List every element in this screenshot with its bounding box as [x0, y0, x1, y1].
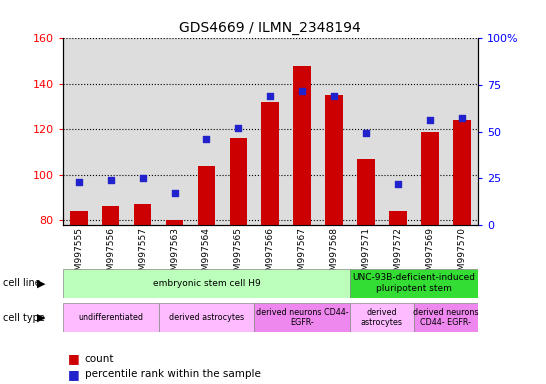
Point — [425, 117, 434, 123]
Bar — [158, 38, 191, 225]
Bar — [318, 38, 350, 225]
Bar — [325, 95, 343, 225]
Point — [138, 175, 147, 181]
Bar — [70, 211, 87, 225]
Point — [266, 93, 275, 99]
Bar — [254, 303, 350, 332]
Text: ▶: ▶ — [37, 278, 46, 288]
Text: UNC-93B-deficient-induced
pluripotent stem: UNC-93B-deficient-induced pluripotent st… — [352, 273, 476, 293]
Point — [106, 177, 115, 183]
Bar — [389, 211, 407, 225]
Bar — [414, 38, 446, 225]
Text: ■: ■ — [68, 368, 80, 381]
Text: cell type: cell type — [3, 313, 45, 323]
Bar — [414, 303, 478, 332]
Point — [170, 190, 179, 196]
Text: percentile rank within the sample: percentile rank within the sample — [85, 369, 260, 379]
Bar — [382, 38, 414, 225]
Bar — [158, 303, 254, 332]
Bar — [198, 166, 215, 225]
Bar — [357, 159, 375, 225]
Bar — [222, 38, 254, 225]
Text: derived astrocytes: derived astrocytes — [169, 313, 244, 322]
Bar — [453, 120, 471, 225]
Bar — [166, 220, 183, 225]
Bar — [63, 303, 158, 332]
Bar — [191, 38, 222, 225]
Bar — [421, 132, 438, 225]
Bar — [134, 204, 151, 225]
Bar — [127, 38, 158, 225]
Bar — [63, 269, 350, 298]
Point — [202, 136, 211, 142]
Bar — [350, 269, 478, 298]
Text: embryonic stem cell H9: embryonic stem cell H9 — [152, 279, 260, 288]
Text: undifferentiated: undifferentiated — [78, 313, 143, 322]
Bar — [102, 207, 120, 225]
Bar — [286, 38, 318, 225]
Text: count: count — [85, 354, 114, 364]
Bar — [63, 38, 94, 225]
Point — [394, 180, 402, 187]
Bar — [229, 138, 247, 225]
Title: GDS4669 / ILMN_2348194: GDS4669 / ILMN_2348194 — [180, 21, 361, 35]
Bar — [350, 303, 414, 332]
Bar — [262, 102, 279, 225]
Bar — [293, 66, 311, 225]
Text: derived
astrocytes: derived astrocytes — [361, 308, 403, 328]
Text: ■: ■ — [68, 353, 80, 366]
Point — [298, 88, 306, 94]
Bar — [446, 38, 478, 225]
Point — [361, 130, 370, 136]
Bar — [350, 38, 382, 225]
Text: derived neurons CD44-
EGFR-: derived neurons CD44- EGFR- — [256, 308, 348, 328]
Point — [74, 179, 83, 185]
Bar — [254, 38, 286, 225]
Point — [234, 125, 243, 131]
Bar — [94, 38, 127, 225]
Text: cell line: cell line — [3, 278, 40, 288]
Point — [458, 116, 466, 122]
Point — [330, 93, 339, 99]
Text: ▶: ▶ — [37, 313, 46, 323]
Text: derived neurons
CD44- EGFR-: derived neurons CD44- EGFR- — [413, 308, 479, 328]
